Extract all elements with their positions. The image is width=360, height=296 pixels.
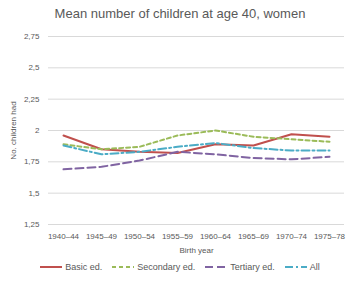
svg-text:1960–64: 1960–64: [200, 232, 232, 241]
svg-text:2,75: 2,75: [24, 32, 40, 41]
html-text:Mean number of children at age: Mean number of children at age 40, women: [54, 6, 306, 21]
html-text:Secondary ed.: Secondary ed.: [137, 262, 196, 272]
svg-text:1,25: 1,25: [24, 220, 40, 229]
html-text:Tertiary ed.: Tertiary ed.: [230, 262, 275, 272]
svg-text:2: 2: [35, 126, 40, 135]
svg-text:1950–54: 1950–54: [124, 232, 156, 241]
svg-text:2,5: 2,5: [28, 63, 40, 72]
svg-text:1970–74: 1970–74: [276, 232, 308, 241]
svg-text:No. children had: No. children had: [9, 101, 18, 159]
svg-text:1975–78: 1975–78: [314, 232, 346, 241]
html-text:All: All: [309, 262, 320, 272]
svg-text:1945–49: 1945–49: [86, 232, 118, 241]
svg-text:Birth year: Birth year: [179, 246, 214, 255]
svg-text:1940–44: 1940–44: [48, 232, 80, 241]
svg-text:1,5: 1,5: [28, 189, 40, 198]
html-text:Basic ed.: Basic ed.: [65, 262, 103, 272]
svg-text:1,75: 1,75: [24, 157, 40, 166]
svg-text:2,25: 2,25: [24, 95, 40, 104]
svg-text:1965–69: 1965–69: [238, 232, 270, 241]
svg-text:1955–59: 1955–59: [162, 232, 194, 241]
